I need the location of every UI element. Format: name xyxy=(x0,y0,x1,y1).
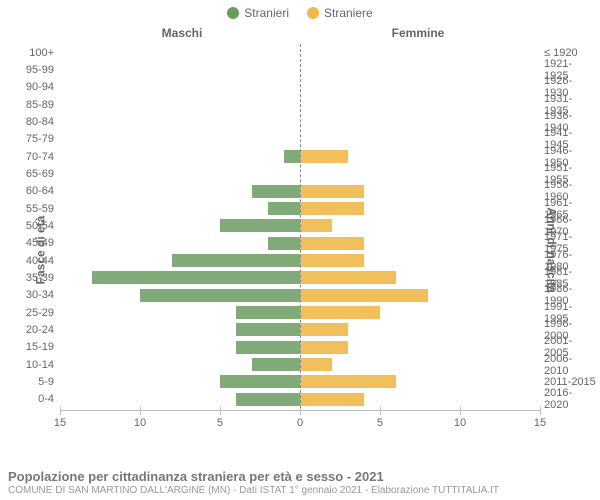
age-label: 90-94 xyxy=(4,81,54,93)
x-tick-label: 0 xyxy=(297,417,303,429)
bar-female xyxy=(300,271,396,284)
age-label: 65-69 xyxy=(4,168,54,180)
footer-title: Popolazione per cittadinanza straniera p… xyxy=(8,469,592,484)
legend-label-male: Stranieri xyxy=(244,6,289,20)
legend-item-male: Stranieri xyxy=(227,6,289,20)
bar-male xyxy=(268,237,300,250)
x-tick xyxy=(220,407,221,415)
plot-area: 100+≤ 192095-991921-192590-941926-193085… xyxy=(60,44,540,408)
bar-male xyxy=(252,185,300,198)
x-axis: 15105051015 xyxy=(60,410,540,434)
birth-label: 2006-2010 xyxy=(544,353,596,377)
bar-female xyxy=(300,219,332,232)
age-label: 0-4 xyxy=(4,393,54,405)
age-label: 80-84 xyxy=(4,116,54,128)
legend-label-female: Straniere xyxy=(324,6,373,20)
header-right: Femmine xyxy=(300,26,536,40)
header-left: Maschi xyxy=(64,26,300,40)
axis-zero-line xyxy=(300,44,301,408)
age-label: 95-99 xyxy=(4,64,54,76)
bar-male xyxy=(220,219,300,232)
bar-male xyxy=(284,150,300,163)
legend-swatch-male xyxy=(227,7,239,19)
birth-label: 2011-2015 xyxy=(544,376,596,388)
age-label: 60-64 xyxy=(4,185,54,197)
age-label: 10-14 xyxy=(4,359,54,371)
bar-male xyxy=(236,393,300,406)
bar-female xyxy=(300,393,364,406)
x-tick-label: 15 xyxy=(534,417,546,429)
age-label: 25-29 xyxy=(4,307,54,319)
footer-sub: COMUNE DI SAN MARTINO DALL'ARGINE (MN) -… xyxy=(8,485,592,496)
age-label: 45-49 xyxy=(4,237,54,249)
bar-male xyxy=(268,202,300,215)
bar-female xyxy=(300,358,332,371)
bar-female xyxy=(300,254,364,267)
x-tick-label: 10 xyxy=(454,417,466,429)
x-tick-label: 10 xyxy=(134,417,146,429)
age-label: 100+ xyxy=(4,47,54,59)
bar-male xyxy=(236,323,300,336)
age-label: 15-19 xyxy=(4,341,54,353)
x-tick xyxy=(460,407,461,415)
x-tick-label: 5 xyxy=(217,417,223,429)
bar-female xyxy=(300,237,364,250)
legend: Stranieri Straniere xyxy=(0,0,600,26)
age-label: 5-9 xyxy=(4,376,54,388)
bar-female xyxy=(300,185,364,198)
age-label: 85-89 xyxy=(4,99,54,111)
x-tick xyxy=(300,407,301,415)
x-tick-label: 15 xyxy=(54,417,66,429)
bar-female xyxy=(300,323,348,336)
birth-label: ≤ 1920 xyxy=(544,47,596,59)
bar-female xyxy=(300,306,380,319)
age-label: 40-44 xyxy=(4,255,54,267)
bar-male xyxy=(172,254,300,267)
bar-male xyxy=(140,289,300,302)
x-tick xyxy=(140,407,141,415)
age-label: 50-54 xyxy=(4,220,54,232)
legend-swatch-female xyxy=(307,7,319,19)
x-tick xyxy=(380,407,381,415)
age-label: 30-34 xyxy=(4,289,54,301)
x-tick xyxy=(540,407,541,415)
bar-male xyxy=(236,341,300,354)
bar-female xyxy=(300,289,428,302)
bar-male xyxy=(252,358,300,371)
age-label: 20-24 xyxy=(4,324,54,336)
age-label: 35-39 xyxy=(4,272,54,284)
x-tick-label: 5 xyxy=(377,417,383,429)
bar-male xyxy=(236,306,300,319)
x-tick xyxy=(60,407,61,415)
birth-label: 2016-2020 xyxy=(544,387,596,411)
age-label: 55-59 xyxy=(4,203,54,215)
chart: 100+≤ 192095-991921-192590-941926-193085… xyxy=(0,44,600,434)
bar-female xyxy=(300,150,348,163)
age-label: 75-79 xyxy=(4,133,54,145)
bar-male xyxy=(220,375,300,388)
legend-item-female: Straniere xyxy=(307,6,373,20)
footer: Popolazione per cittadinanza straniera p… xyxy=(8,469,592,496)
bar-male xyxy=(92,271,300,284)
headers: Maschi Femmine xyxy=(0,26,600,44)
bar-female xyxy=(300,341,348,354)
bar-female xyxy=(300,202,364,215)
bar-female xyxy=(300,375,396,388)
age-label: 70-74 xyxy=(4,151,54,163)
